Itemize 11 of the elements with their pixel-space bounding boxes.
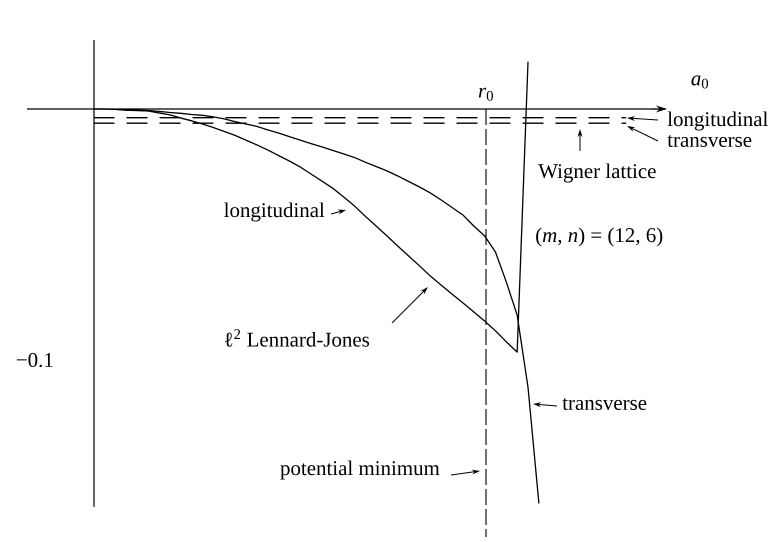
annotation: longitudinal bbox=[224, 202, 324, 222]
text: longitudinal bbox=[668, 111, 768, 131]
annotation: potential minimum bbox=[280, 460, 440, 480]
annotation: (m, n) = (12, 6) bbox=[536, 228, 662, 246]
annotation: transverse bbox=[562, 398, 646, 410]
text: −0.1 bbox=[16, 352, 53, 368]
annotation: ℓ$^{2}$ Lennard-Jones bbox=[224, 329, 370, 347]
text: transverse bbox=[667, 135, 752, 147]
annotation: r$_{0}$ bbox=[478, 88, 493, 101]
x-axis-title: a$_{0}$ bbox=[691, 75, 708, 89]
annotation: Wigner lattice bbox=[538, 163, 656, 183]
